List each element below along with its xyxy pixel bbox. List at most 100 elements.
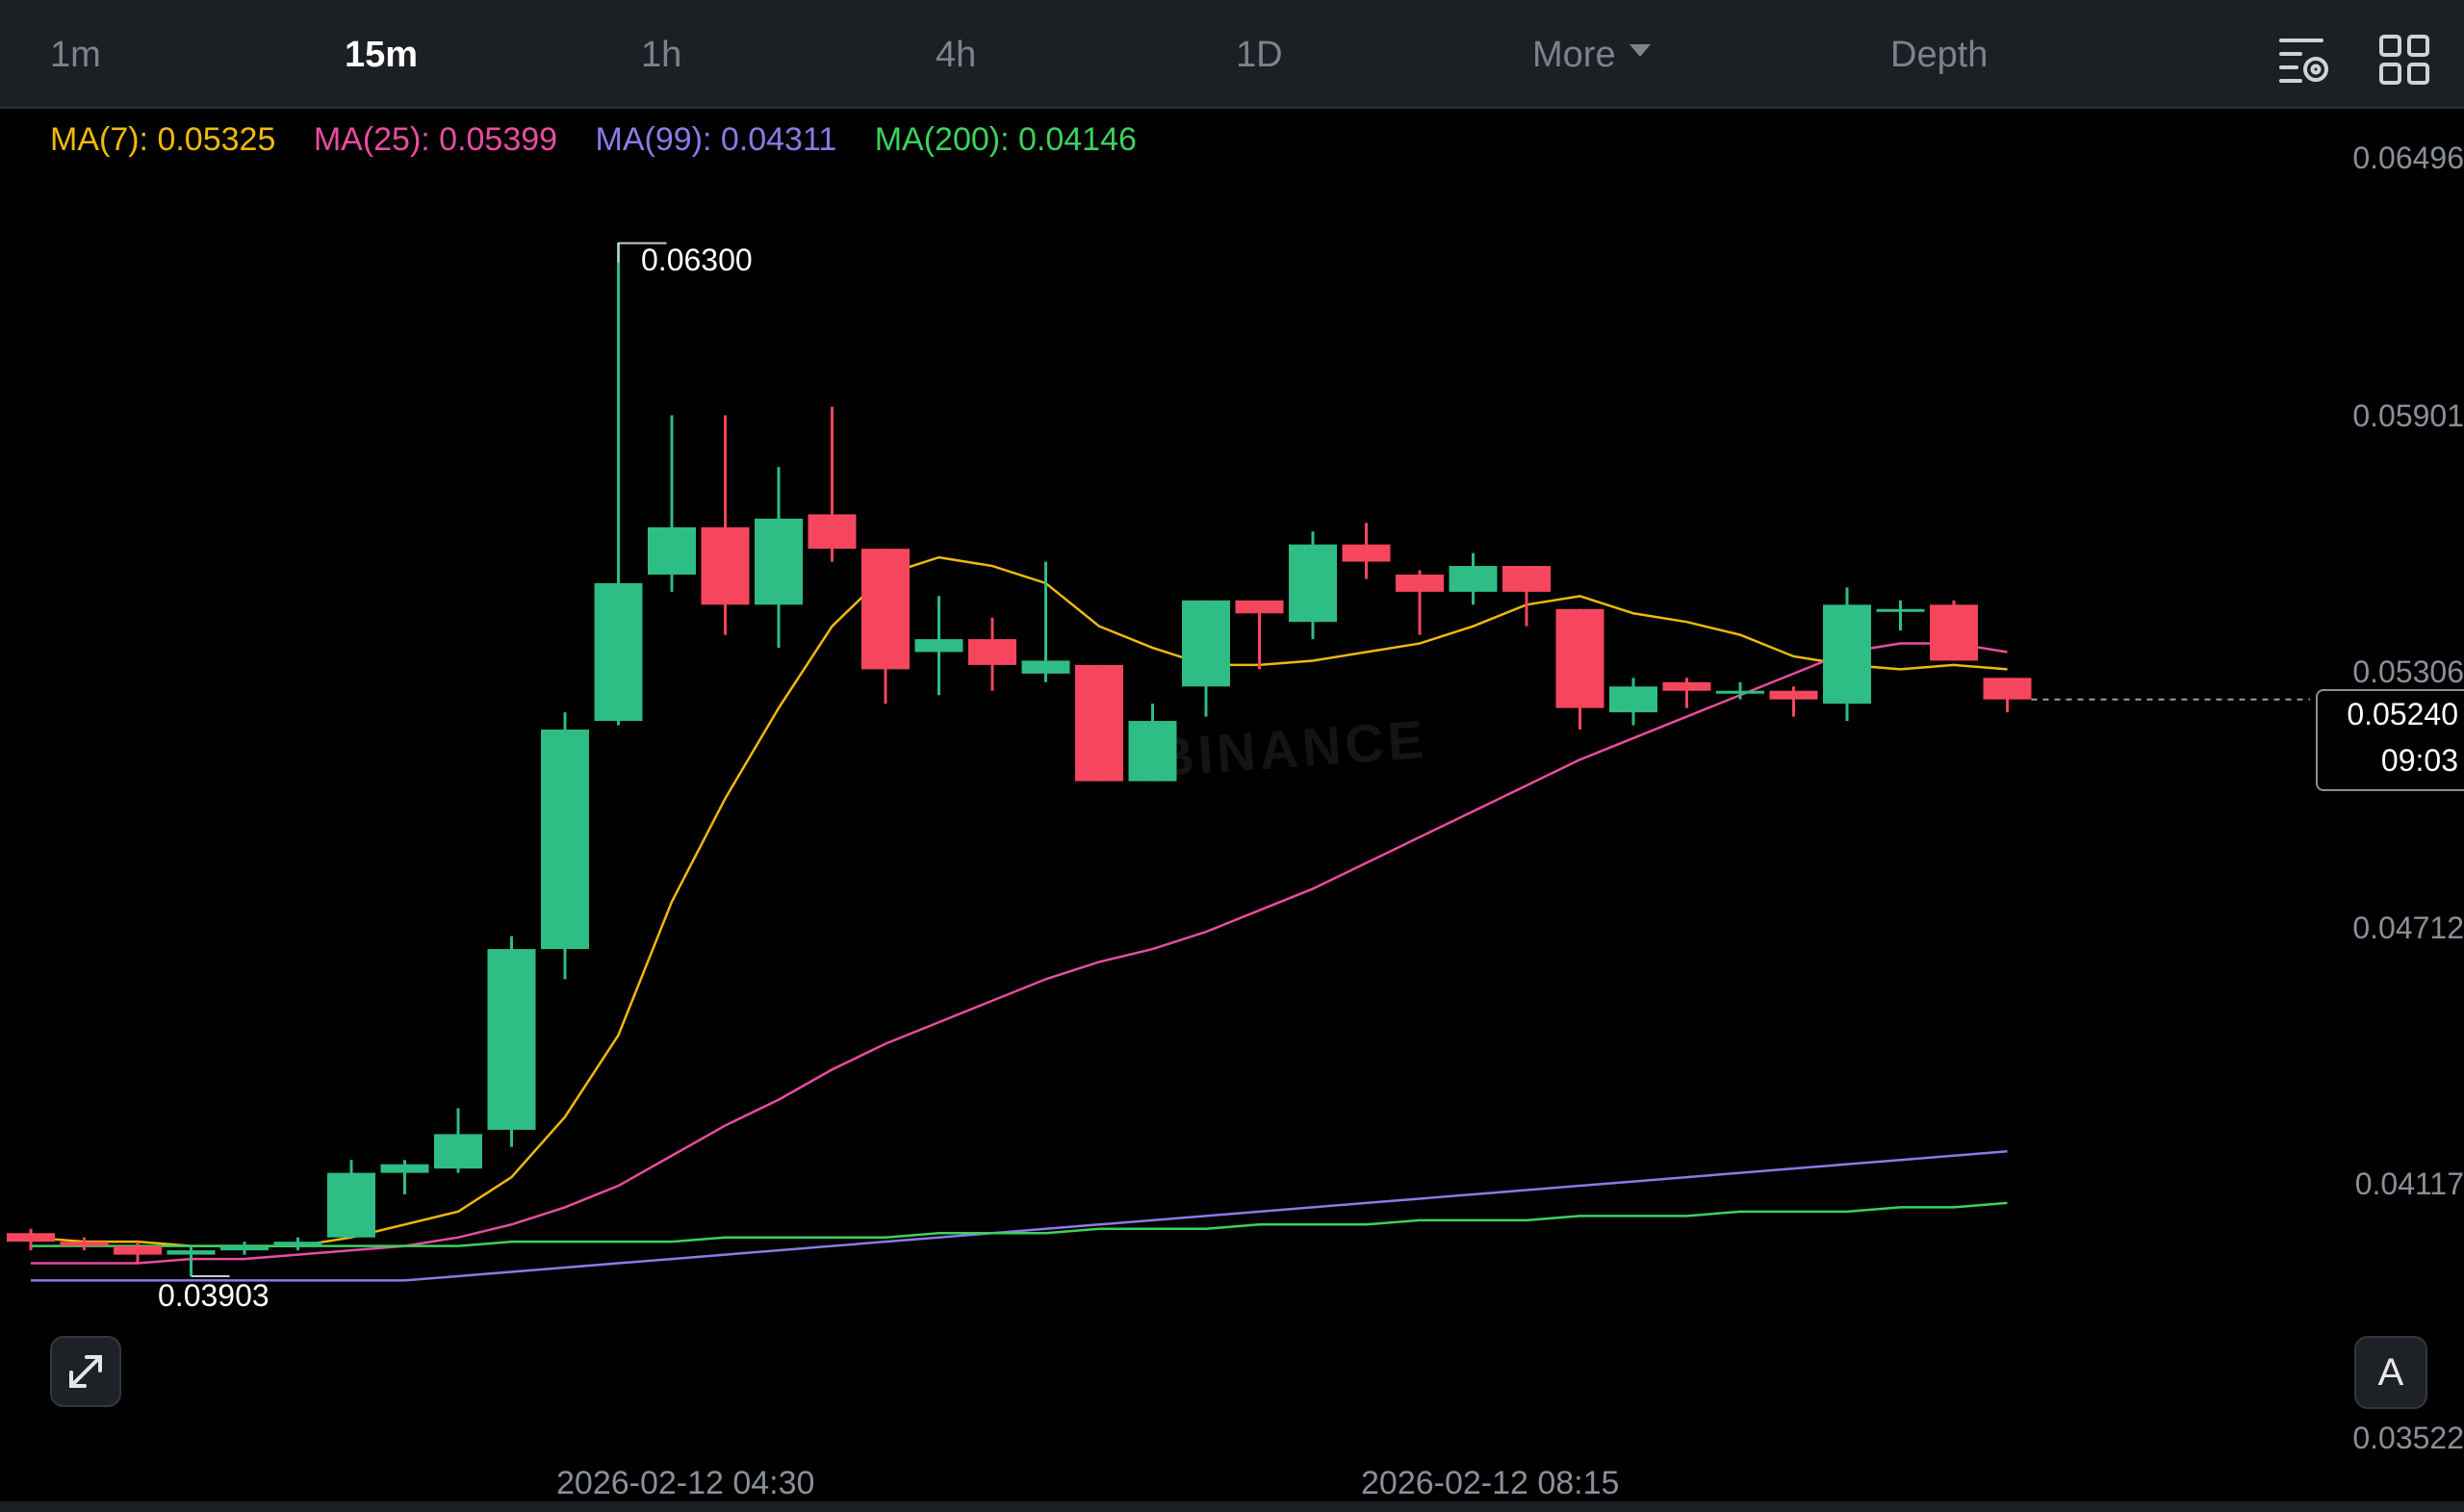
candle[interactable]: [1769, 686, 1818, 717]
candle-body: [1396, 575, 1444, 592]
candle[interactable]: [1128, 704, 1177, 782]
candle-body: [914, 639, 963, 653]
ma-line-ma200: [31, 1201, 2008, 1247]
candle-body: [7, 1233, 55, 1243]
candle[interactable]: [1289, 531, 1337, 640]
candle[interactable]: [755, 467, 803, 649]
candle[interactable]: [114, 1242, 162, 1264]
candle[interactable]: [1555, 608, 1604, 730]
ma7-label: MA(7): 0.05325: [50, 121, 276, 158]
ma-legend: MA(7): 0.05325 MA(25): 0.05399 MA(99): 0…: [50, 121, 1166, 159]
ma25-label: MA(25): 0.05399: [313, 121, 558, 158]
candle[interactable]: [7, 1228, 55, 1251]
candle-body: [648, 526, 696, 576]
current-price: 0.05240: [2347, 697, 2458, 731]
candle[interactable]: [648, 415, 696, 592]
candle[interactable]: [380, 1160, 429, 1194]
candle-body: [273, 1242, 322, 1246]
candle-body: [1289, 544, 1337, 623]
candle[interactable]: [1075, 664, 1123, 782]
ma-line-ma25: [31, 642, 2008, 1265]
candle-body: [1021, 660, 1070, 674]
tab-more[interactable]: More: [1532, 35, 1651, 76]
candle[interactable]: [1235, 600, 1284, 670]
candle-body: [1502, 566, 1551, 592]
candle[interactable]: [487, 935, 536, 1147]
candle[interactable]: [808, 406, 857, 562]
candle-body: [1342, 544, 1391, 562]
candle-body: [808, 514, 857, 550]
candle-countdown: 09:03: [2380, 743, 2458, 778]
candle[interactable]: [1876, 600, 1925, 631]
candle-body: [1449, 566, 1498, 592]
candle-body: [1662, 681, 1711, 691]
candle[interactable]: [1930, 600, 1978, 661]
candle[interactable]: [1662, 678, 1711, 708]
layout-grid-icon[interactable]: [2377, 33, 2431, 87]
tab-more-label: More: [1532, 35, 1616, 75]
timeframe-toolbar: 1m 15m 1h 4h 1D More Depth: [0, 0, 2464, 109]
tab-1h[interactable]: 1h: [641, 35, 682, 75]
candle[interactable]: [594, 243, 643, 726]
ma200-label: MA(200): 0.04146: [874, 121, 1137, 158]
candle-body: [1075, 664, 1123, 782]
candle[interactable]: [1983, 678, 2032, 713]
time-tick: 2026-02-12 04:30: [556, 1465, 815, 1501]
price-tick: 0.03522: [2352, 1421, 2464, 1455]
candle[interactable]: [1396, 570, 1444, 635]
tab-15m[interactable]: 15m: [345, 35, 419, 75]
candle-body: [327, 1172, 375, 1238]
auto-scale-button[interactable]: A: [2354, 1336, 2427, 1409]
price-tick: 0.05306: [2352, 654, 2464, 689]
tab-1d[interactable]: 1D: [1236, 35, 1283, 75]
candle[interactable]: [968, 617, 1016, 691]
candle-body: [487, 949, 536, 1130]
low-price-label: 0.03903: [158, 1278, 270, 1313]
candle[interactable]: [1609, 678, 1657, 726]
candle[interactable]: [327, 1160, 375, 1238]
candle[interactable]: [1502, 566, 1551, 627]
candle[interactable]: [273, 1237, 322, 1251]
ma-line-ma99: [31, 1150, 2008, 1282]
candle[interactable]: [1823, 587, 1871, 722]
fullscreen-button[interactable]: [50, 1336, 121, 1407]
tab-depth[interactable]: Depth: [1890, 35, 1989, 75]
candle[interactable]: [1342, 523, 1391, 579]
candle-body: [434, 1134, 482, 1169]
candle-body: [594, 582, 643, 722]
candle[interactable]: [914, 596, 963, 696]
candle-body: [1182, 600, 1230, 687]
candle-body: [60, 1242, 109, 1246]
candle[interactable]: [701, 415, 750, 635]
candle-body: [968, 639, 1016, 665]
tab-4h[interactable]: 4h: [936, 35, 977, 75]
high-price-label: 0.06300: [641, 243, 753, 277]
candle[interactable]: [167, 1245, 216, 1276]
candle[interactable]: [1021, 561, 1070, 682]
chart-settings-icon[interactable]: [2277, 33, 2331, 87]
candle-body: [1983, 678, 2032, 700]
candle-body: [861, 549, 910, 670]
bottom-bar: [0, 1501, 2464, 1512]
candle-body: [541, 729, 589, 950]
candle-body: [1716, 690, 1764, 694]
candle-body: [1823, 604, 1871, 705]
candle[interactable]: [1716, 681, 1764, 700]
candle[interactable]: [60, 1237, 109, 1251]
candlestick-chart[interactable]: [0, 109, 2310, 1501]
price-tick: 0.05901: [2352, 398, 2464, 433]
candle-body: [114, 1245, 162, 1255]
candle-body: [1555, 608, 1604, 708]
price-tick: 0.04117: [2354, 1166, 2464, 1201]
candle[interactable]: [541, 712, 589, 980]
candle-body: [220, 1245, 269, 1251]
candle[interactable]: [1449, 552, 1498, 605]
candle[interactable]: [1182, 600, 1230, 717]
tab-1m[interactable]: 1m: [50, 35, 101, 75]
candle-body: [1609, 686, 1657, 713]
candle[interactable]: [434, 1108, 482, 1173]
candle[interactable]: [220, 1242, 269, 1255]
candle-body: [1235, 600, 1284, 614]
candle[interactable]: [861, 549, 910, 705]
ma99-label: MA(99): 0.04311: [595, 121, 837, 158]
